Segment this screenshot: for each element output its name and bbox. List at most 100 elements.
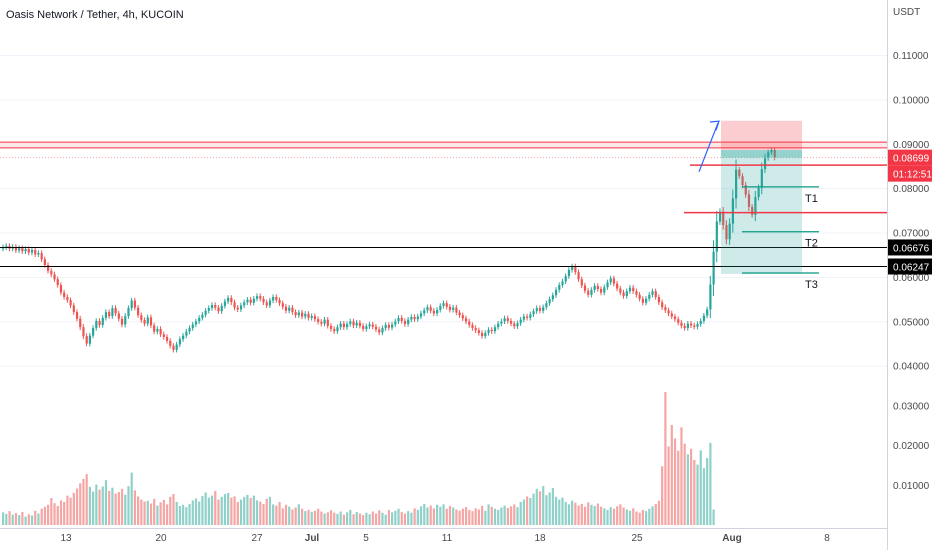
candle-body [40, 253, 43, 260]
volume-bar [294, 507, 297, 525]
volume-bar [56, 505, 59, 525]
candle-body [673, 316, 677, 320]
candle-body [50, 270, 53, 275]
candle-body [657, 296, 661, 303]
projection-arrow-line[interactable] [698, 122, 719, 173]
candle-body [304, 313, 307, 317]
candle-body [606, 282, 609, 288]
candle-body [217, 307, 220, 312]
volume-bar [2, 512, 5, 525]
volume-bar [88, 486, 92, 525]
volume-bar [358, 513, 362, 525]
candle-body [117, 313, 120, 319]
volume-bar [403, 513, 407, 525]
candle-body [88, 335, 92, 344]
candle-body [329, 325, 333, 329]
volume-bar [130, 472, 133, 525]
candle-body [130, 300, 133, 309]
candle-body [220, 305, 223, 312]
volume-bar [432, 508, 436, 525]
candle-body [169, 340, 172, 346]
candle-body [699, 320, 702, 325]
volume-bar [664, 392, 667, 525]
volume-bar [342, 514, 345, 525]
candle-body [603, 287, 606, 293]
volume-bar [355, 511, 358, 525]
volume-bar [24, 516, 27, 525]
candle-body [288, 307, 291, 311]
candle-body [577, 272, 580, 280]
volume-bar [661, 466, 664, 525]
candle-body [526, 316, 529, 318]
candle-body [297, 312, 300, 316]
volume-bar [124, 494, 127, 525]
position-stop-zone[interactable] [721, 120, 802, 151]
volume-bar [397, 508, 400, 525]
candle-body [490, 329, 493, 332]
candle-body [191, 324, 194, 329]
volume-bar [120, 488, 124, 525]
volume-bar [699, 450, 702, 525]
volume-bar [413, 508, 416, 525]
candle-body [56, 279, 59, 286]
volume-bar [101, 486, 104, 525]
volume-bar [255, 500, 259, 525]
candle-body [53, 274, 56, 280]
volume-bar [442, 504, 445, 525]
volume-bar [416, 509, 419, 525]
candle-body [645, 298, 648, 303]
candle-body [715, 221, 718, 252]
candle-body [397, 317, 400, 322]
candle-body [265, 302, 268, 306]
volume-bar [419, 506, 423, 525]
candle-body [487, 329, 490, 333]
candle-body [590, 289, 593, 295]
volume-bar [574, 502, 577, 525]
candle-body [210, 304, 214, 309]
volume-bar [21, 511, 24, 525]
volume-bar [590, 504, 593, 525]
volume-bar [641, 509, 644, 525]
candle-body [69, 300, 72, 306]
candle-body [558, 285, 561, 290]
volume-bar [114, 493, 117, 525]
volume-bar [98, 489, 101, 525]
volume-bar [657, 500, 661, 525]
candle-body [18, 248, 21, 251]
candle-body [262, 298, 265, 303]
volume-bar [410, 512, 413, 525]
volume-bar [47, 504, 50, 525]
volume-bar [169, 496, 172, 525]
volume-bar [519, 501, 522, 525]
volume-bar [439, 506, 442, 525]
candle-body [92, 328, 95, 336]
candle-body [407, 319, 410, 325]
candle-body [104, 312, 108, 318]
time-tick-label: 20 [155, 533, 167, 544]
candle-body [519, 319, 522, 324]
candle-body [763, 158, 767, 170]
volume-bar [712, 509, 715, 525]
candle-body [747, 194, 751, 207]
candle-body [503, 318, 506, 322]
candle-body [72, 305, 75, 313]
candle-body [378, 329, 381, 333]
volume-bar [371, 511, 374, 525]
volume-bar [153, 498, 156, 525]
volume-tick-label: 0.02000 [893, 441, 930, 452]
volume-bar [117, 492, 120, 525]
candle-body [683, 325, 686, 329]
volume-bar [429, 505, 432, 525]
candle-body [612, 278, 616, 284]
volume-bar [304, 511, 307, 525]
candle-body [770, 150, 773, 153]
volume-bar [378, 510, 381, 525]
volume-bar [670, 424, 673, 525]
volume-bar [622, 507, 625, 525]
candle-body [580, 279, 583, 286]
volume-bar [680, 427, 683, 525]
candle-body [98, 320, 101, 325]
volume-bar [394, 510, 397, 525]
